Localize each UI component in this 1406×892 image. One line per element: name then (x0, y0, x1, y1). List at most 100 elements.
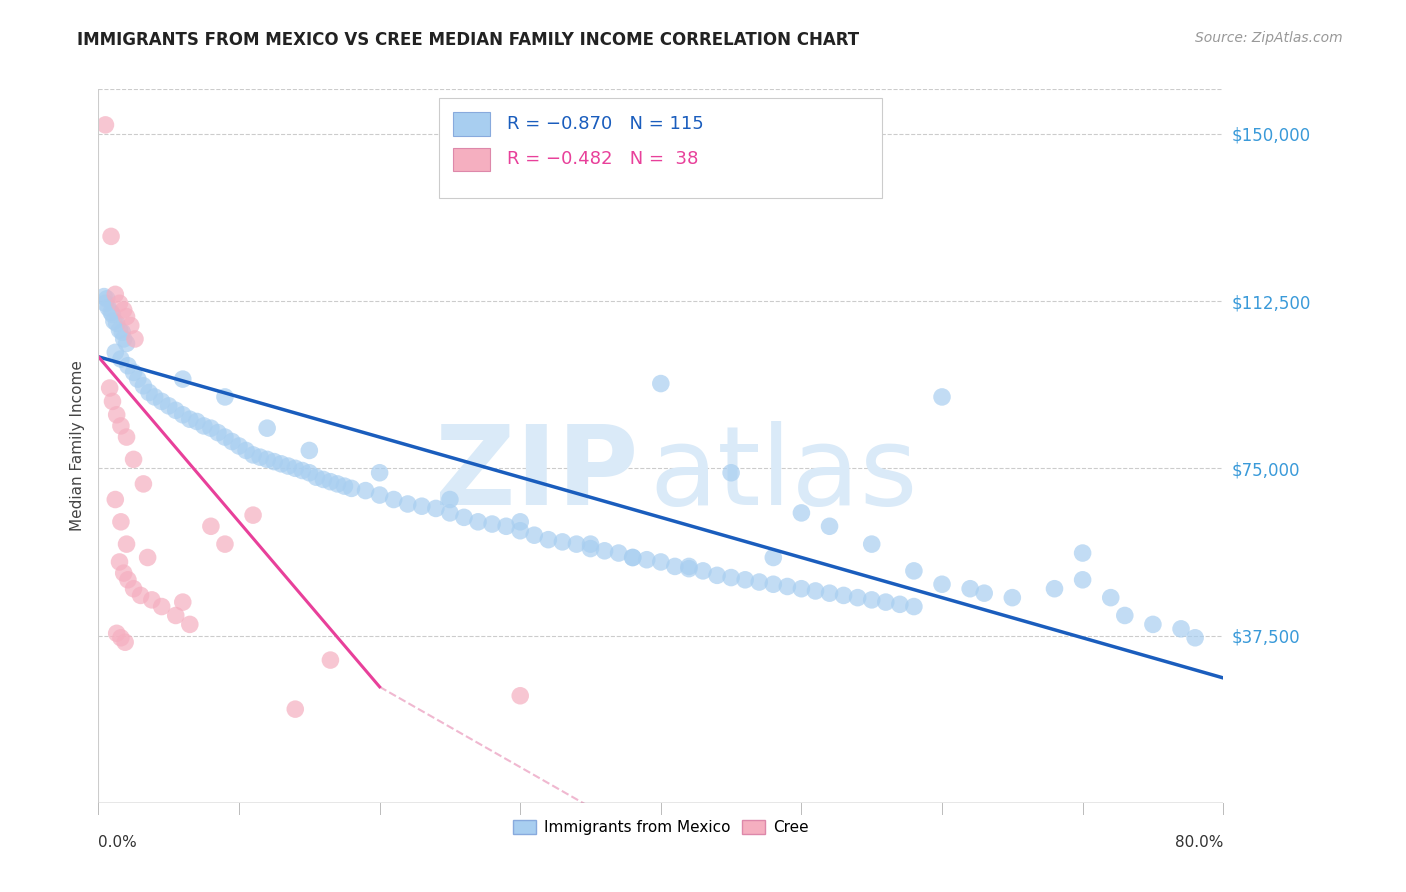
Point (650, 376, 672, 391)
Y-axis label: Median Family Income: Median Family Income (69, 360, 84, 532)
Point (105, 626, 128, 640)
Point (115, 310, 138, 324)
Point (762, 550, 785, 565)
Point (860, 537, 883, 551)
Point (115, 537, 138, 551)
Point (776, 580, 799, 594)
Point (165, 608, 187, 623)
Point (207, 425, 229, 440)
Point (509, 689, 531, 703)
Point (973, 586, 995, 600)
Point (333, 479, 356, 493)
Point (94, 118, 117, 132)
Point (354, 483, 377, 498)
Point (157, 399, 180, 413)
Point (931, 577, 953, 591)
Point (579, 537, 602, 551)
Point (270, 457, 292, 471)
Point (593, 543, 616, 558)
Point (110, 515, 132, 529)
Point (141, 592, 163, 607)
Point (122, 452, 145, 467)
Point (453, 510, 475, 524)
Point (200, 519, 222, 533)
Point (790, 582, 813, 596)
Point (368, 488, 391, 502)
Point (1071, 573, 1094, 587)
Point (105, 316, 128, 330)
Point (481, 516, 503, 531)
Point (298, 443, 321, 458)
Point (105, 408, 128, 422)
Point (96, 292, 118, 306)
Point (537, 533, 560, 547)
Point (846, 591, 869, 605)
Point (439, 492, 461, 507)
Point (110, 631, 132, 645)
Point (1071, 546, 1094, 560)
Point (607, 546, 630, 560)
Point (291, 463, 314, 477)
Point (136, 550, 159, 565)
Point (138, 385, 160, 400)
Point (509, 524, 531, 538)
Point (439, 506, 461, 520)
Point (368, 466, 391, 480)
Point (551, 534, 574, 549)
Text: 0.0%: 0.0% (98, 835, 138, 850)
Point (110, 351, 132, 366)
Point (1142, 617, 1164, 632)
Point (720, 466, 742, 480)
Point (101, 307, 124, 321)
Point (495, 519, 517, 533)
Point (565, 537, 588, 551)
Text: ZIP: ZIP (434, 421, 638, 528)
Text: Source: ZipAtlas.com: Source: ZipAtlas.com (1195, 31, 1343, 45)
Point (678, 562, 700, 576)
Point (179, 412, 201, 426)
Point (242, 508, 264, 522)
Point (112, 566, 135, 580)
Point (94, 296, 117, 310)
Point (235, 443, 257, 458)
Point (319, 653, 342, 667)
Point (214, 430, 236, 444)
Point (284, 461, 307, 475)
Point (115, 430, 138, 444)
Point (664, 559, 686, 574)
Point (860, 592, 883, 607)
Point (621, 550, 644, 565)
Point (242, 448, 264, 462)
Point (1184, 631, 1206, 645)
Point (678, 559, 700, 574)
Point (120, 318, 142, 333)
Point (193, 418, 215, 433)
Point (748, 574, 770, 589)
Point (249, 450, 271, 464)
Text: IMMIGRANTS FROM MEXICO VS CREE MEDIAN FAMILY INCOME CORRELATION CHART: IMMIGRANTS FROM MEXICO VS CREE MEDIAN FA… (77, 31, 859, 49)
Point (104, 287, 127, 301)
Point (129, 589, 152, 603)
Point (305, 470, 328, 484)
Point (132, 476, 155, 491)
Point (734, 573, 756, 587)
Point (396, 497, 419, 511)
Point (221, 434, 243, 449)
Point (818, 519, 841, 533)
Point (692, 564, 714, 578)
Point (579, 541, 602, 556)
Point (214, 390, 236, 404)
Point (172, 595, 194, 609)
Point (214, 537, 236, 551)
FancyBboxPatch shape (453, 112, 489, 136)
Point (104, 492, 127, 507)
Point (790, 506, 813, 520)
Point (150, 394, 173, 409)
Point (1170, 622, 1192, 636)
Point (340, 481, 363, 495)
Point (97, 301, 120, 315)
Point (411, 499, 433, 513)
Point (1114, 608, 1136, 623)
Point (804, 583, 827, 598)
Point (1001, 591, 1024, 605)
